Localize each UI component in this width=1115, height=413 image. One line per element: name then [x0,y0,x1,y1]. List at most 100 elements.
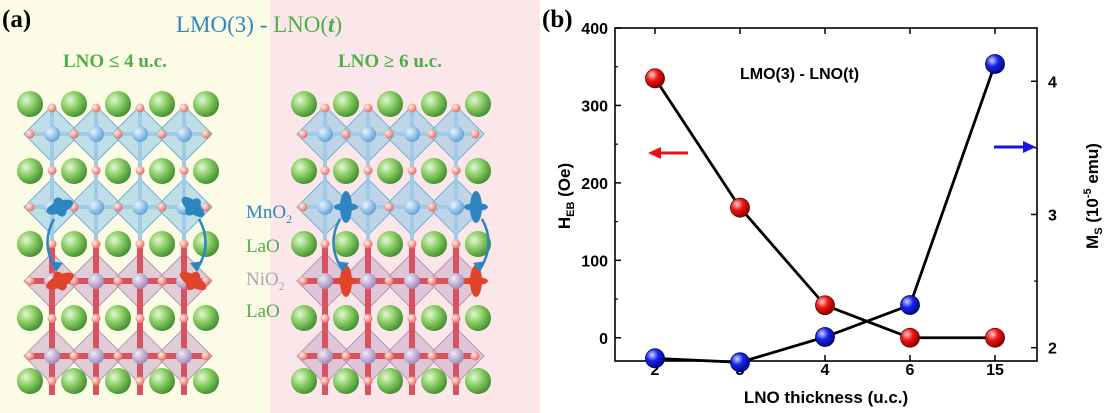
ni-atom [88,273,104,289]
y-tick-label-left: 300 [581,98,608,115]
x-tick-label: 6 [906,362,915,379]
la-sphere [333,158,359,184]
la-sphere [291,305,317,331]
oxygen-atom [91,166,101,175]
ni-orbital [53,271,67,291]
oxygen-atom [320,239,330,249]
panel-b: (b) 2346150100200300400234 LMO(3) - LNO(… [542,6,1105,407]
panel-a: (a) LMO(3) - LNO(t) LNO ≤ 4 u.c. LNO ≥ 6… [0,0,540,413]
oxygen-atom [91,103,101,113]
oxygen-atom [113,276,123,286]
la-sphere [61,231,87,257]
la-sphere [17,91,43,117]
la-sphere [61,158,87,184]
oxygen-atom [341,351,351,361]
oxygen-atom [298,276,308,286]
la-sphere [465,305,491,331]
exchange-arrowhead [50,261,63,272]
mn-atom [404,126,420,142]
y-tick-label-left: 0 [599,331,608,348]
la-sphere [377,368,403,394]
ni-atom [132,273,148,289]
x-axis-label: LNO thickness (u.c.) [744,388,908,407]
oxygen-atom [320,314,330,323]
y-tick-label-left: 200 [581,176,608,193]
oxygen-atom [135,103,145,113]
oxygen-atom [135,166,145,175]
ni-atom [404,273,420,289]
oxygen-atom [25,276,35,286]
oxygen-atom [91,376,101,386]
exchange-arrowhead [473,261,486,272]
mn-orbital [464,203,488,211]
mn-atom [132,199,148,215]
la-sphere [149,368,175,394]
heb-data-point [900,327,920,348]
mn-atom [88,199,104,215]
oxygen-atom [179,103,189,113]
oxygen-atom [407,314,417,323]
right-caption: LNO ≥ 6 u.c. [338,51,442,72]
ni-atom [132,348,148,364]
mn-atom [360,199,376,215]
oxygen-atom [363,166,373,175]
la-sphere [17,158,43,184]
la-sphere [377,231,403,257]
title-t: t [328,12,335,37]
la-sphere [105,305,131,331]
la-sphere [465,91,491,117]
left-caption: LNO ≤ 4 u.c. [63,51,167,72]
la-sphere [193,305,219,331]
oxygen-atom [113,129,123,139]
oxygen-atom [407,166,417,175]
la-sphere [61,91,87,117]
oxygen-atom [451,314,461,323]
ni-atom [448,273,464,289]
mn-atom [404,199,420,215]
oxygen-atom [427,202,437,212]
chart-annotation: LMO(3) - LNO(t) [740,66,859,83]
y-tick-label-right: 2 [1048,341,1057,358]
la-sphere [465,368,491,394]
la-sphere [333,91,359,117]
oxygen-atom [320,166,330,175]
oxygen-atom [363,376,373,386]
oxygen-atom [69,351,79,361]
title-lno: LNO( [273,12,328,37]
ni-orbital [464,277,488,285]
oxygen-atom [407,376,417,386]
oxygen-atom [91,239,101,249]
panel-a-title: LMO(3) - LNO(t) [176,12,342,37]
panel-a-label: (a) [2,6,31,33]
la-sphere [291,91,317,117]
oxygen-atom [427,276,437,286]
oxygen-atom [157,351,167,361]
la-sphere [377,91,403,117]
oxygen-atom [157,202,167,212]
oxygen-atom [298,129,308,139]
ms-data-point [815,327,835,347]
la-sphere [193,368,219,394]
panel-b-label: (b) [542,6,573,33]
oxygen-atom [363,239,373,249]
oxygen-atom [341,129,351,139]
oxygen-atom [47,239,57,249]
oxygen-atom [179,376,189,386]
crystal-lattice [17,91,491,395]
oxygen-atom [47,376,57,386]
oxygen-atom [407,239,417,249]
oxygen-atom [470,129,480,139]
oxygen-atom [135,376,145,386]
layer-label-nio2: NiO2 [246,269,285,293]
ms-data-point [900,295,920,315]
exchange-arrowhead [336,261,349,272]
ms-series-line [654,63,997,364]
la-sphere [17,368,43,394]
oxygen-atom [179,166,189,175]
layer-label-mno2: MnO2 [246,202,292,226]
oxygen-atom [157,276,167,286]
y-axis-label-left: HEB (Oe) [555,163,577,229]
oxygen-atom [25,202,35,212]
ni-orbital [334,277,358,285]
la-sphere [149,158,175,184]
